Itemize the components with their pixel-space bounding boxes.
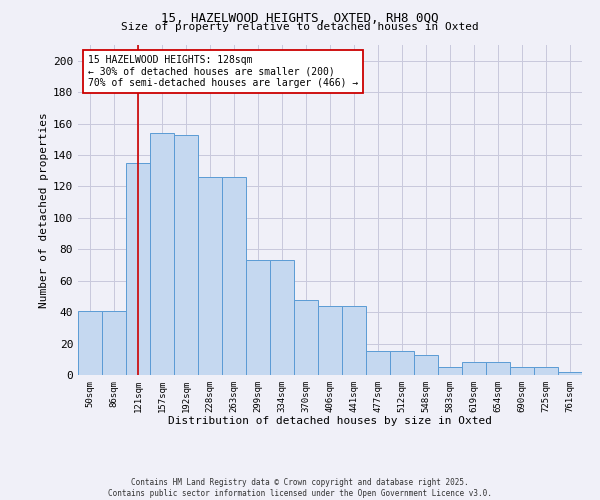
Bar xyxy=(390,352,414,375)
Bar xyxy=(246,260,270,375)
Bar xyxy=(366,352,390,375)
Bar xyxy=(174,134,198,375)
Bar xyxy=(486,362,510,375)
Bar xyxy=(222,177,246,375)
Text: Size of property relative to detached houses in Oxted: Size of property relative to detached ho… xyxy=(121,22,479,32)
Bar xyxy=(102,310,126,375)
Bar xyxy=(270,260,294,375)
Bar xyxy=(414,354,438,375)
Bar xyxy=(510,367,534,375)
Bar xyxy=(126,163,150,375)
Bar xyxy=(438,367,462,375)
Bar xyxy=(150,133,174,375)
Bar xyxy=(534,367,558,375)
Bar xyxy=(294,300,318,375)
Text: Contains HM Land Registry data © Crown copyright and database right 2025.
Contai: Contains HM Land Registry data © Crown c… xyxy=(108,478,492,498)
Bar xyxy=(462,362,486,375)
Bar xyxy=(198,177,222,375)
Y-axis label: Number of detached properties: Number of detached properties xyxy=(39,112,49,308)
Text: 15, HAZELWOOD HEIGHTS, OXTED, RH8 0QQ: 15, HAZELWOOD HEIGHTS, OXTED, RH8 0QQ xyxy=(161,12,439,26)
Bar xyxy=(78,310,102,375)
Bar xyxy=(318,306,342,375)
Bar xyxy=(342,306,366,375)
Bar xyxy=(558,372,582,375)
X-axis label: Distribution of detached houses by size in Oxted: Distribution of detached houses by size … xyxy=(168,416,492,426)
Text: 15 HAZELWOOD HEIGHTS: 128sqm
← 30% of detached houses are smaller (200)
70% of s: 15 HAZELWOOD HEIGHTS: 128sqm ← 30% of de… xyxy=(88,55,358,88)
